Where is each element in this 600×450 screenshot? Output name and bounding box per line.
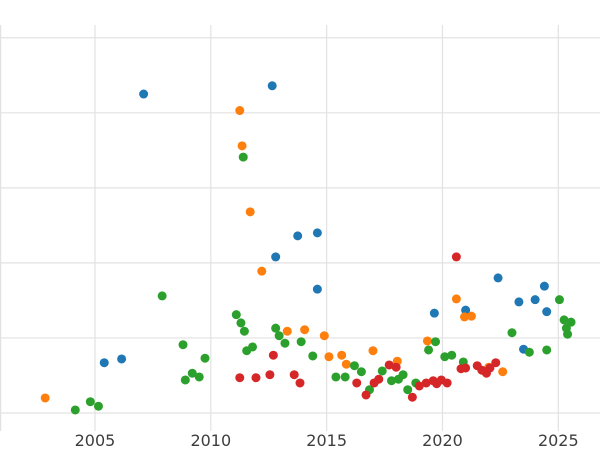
green-point <box>424 345 434 355</box>
red-point <box>451 252 461 262</box>
green-point <box>377 366 387 376</box>
blue-point <box>99 358 109 368</box>
green-point <box>403 385 413 395</box>
orange-point <box>498 367 508 377</box>
red-point <box>352 378 362 388</box>
green-point <box>200 353 210 363</box>
green-point <box>507 328 517 338</box>
blue-point <box>293 231 303 241</box>
green-point <box>431 337 441 347</box>
green-point <box>524 347 534 357</box>
green-point <box>248 342 258 352</box>
red-point <box>391 362 401 372</box>
orange-point <box>237 141 247 151</box>
blue-point <box>312 284 322 294</box>
orange-point <box>40 393 50 403</box>
green-point <box>238 152 248 162</box>
red-point <box>265 370 275 380</box>
blue-point <box>514 297 524 307</box>
green-point <box>231 310 241 320</box>
red-point <box>289 370 299 380</box>
orange-point <box>282 326 292 336</box>
green-point <box>70 405 80 415</box>
red-point <box>384 360 394 370</box>
green-point <box>349 361 359 371</box>
green-point <box>85 397 95 407</box>
green-point <box>542 345 552 355</box>
x-tick-label: 2010 <box>190 431 231 450</box>
green-point <box>398 370 408 380</box>
green-point <box>566 317 576 327</box>
green-point <box>180 375 190 385</box>
red-point <box>421 378 431 388</box>
blue-point <box>267 81 277 91</box>
blue-point <box>271 252 281 262</box>
blue-point <box>312 228 322 238</box>
green-point <box>239 326 249 336</box>
x-tick-label: 2015 <box>306 431 347 450</box>
red-point <box>374 374 384 384</box>
green-point <box>554 295 564 305</box>
green-point <box>236 318 246 328</box>
red-point <box>235 373 245 383</box>
red-point <box>407 392 417 402</box>
red-point <box>485 363 495 373</box>
green-point <box>187 368 197 378</box>
green-point <box>447 350 457 360</box>
orange-point <box>235 106 245 116</box>
blue-point <box>139 89 149 99</box>
blue-point <box>530 295 540 305</box>
orange-point <box>368 346 378 356</box>
orange-point <box>451 294 461 304</box>
green-point <box>331 372 341 382</box>
blue-point <box>461 305 471 315</box>
orange-point <box>422 336 432 346</box>
orange-point <box>300 325 310 335</box>
red-point <box>295 378 305 388</box>
green-point <box>440 352 450 362</box>
blue-point <box>542 307 552 317</box>
green-point <box>296 337 306 347</box>
orange-point <box>245 207 255 217</box>
green-point <box>280 338 290 348</box>
orange-point <box>459 312 469 322</box>
blue-point <box>429 308 439 318</box>
x-tick-label: 2020 <box>422 431 463 450</box>
red-point <box>442 378 452 388</box>
green-point <box>387 376 397 386</box>
x-tick-label: 2005 <box>75 431 116 450</box>
orange-point <box>319 331 329 341</box>
orange-point <box>337 350 347 360</box>
green-point <box>308 351 318 361</box>
green-point <box>356 367 366 377</box>
orange-point <box>324 352 334 362</box>
blue-point <box>539 281 549 291</box>
green-point <box>178 340 188 350</box>
orange-point <box>257 266 267 276</box>
red-point <box>251 373 261 383</box>
red-point <box>461 363 471 373</box>
orange-point <box>466 311 476 321</box>
x-tick-label: 2025 <box>538 431 579 450</box>
red-point <box>491 358 501 368</box>
green-point <box>93 401 103 411</box>
green-point <box>340 372 350 382</box>
blue-point <box>117 354 127 364</box>
orange-point <box>341 359 351 369</box>
green-point <box>194 372 204 382</box>
green-point <box>157 291 167 301</box>
red-point <box>414 381 424 391</box>
green-point <box>559 315 569 325</box>
green-point <box>271 323 281 333</box>
red-point <box>268 350 278 360</box>
blue-point <box>493 273 503 283</box>
red-point <box>361 390 371 400</box>
green-point <box>563 329 573 339</box>
green-point <box>274 331 284 341</box>
